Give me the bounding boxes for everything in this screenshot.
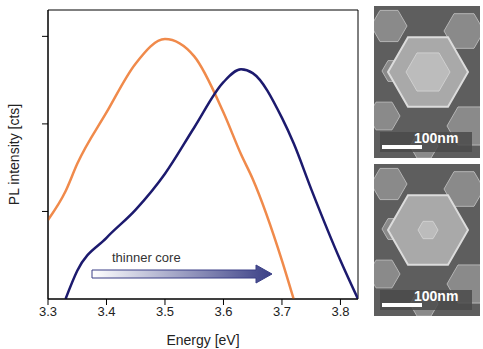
svg-text:thinner core: thinner core — [112, 250, 181, 265]
svg-text:PL intensity [cts]: PL intensity [cts] — [6, 104, 22, 205]
svg-text:Energy [eV]: Energy [eV] — [166, 332, 239, 348]
html-text:100nm: 100nm — [414, 130, 459, 146]
svg-text:3.6: 3.6 — [214, 304, 232, 319]
svg-text:3.5: 3.5 — [156, 304, 174, 319]
html-text:100nm: 100nm — [414, 288, 459, 304]
svg-text:3.3: 3.3 — [39, 304, 57, 319]
svg-text:3.4: 3.4 — [97, 304, 115, 319]
svg-text:3.7: 3.7 — [273, 304, 291, 319]
svg-text:3.8: 3.8 — [331, 304, 349, 319]
